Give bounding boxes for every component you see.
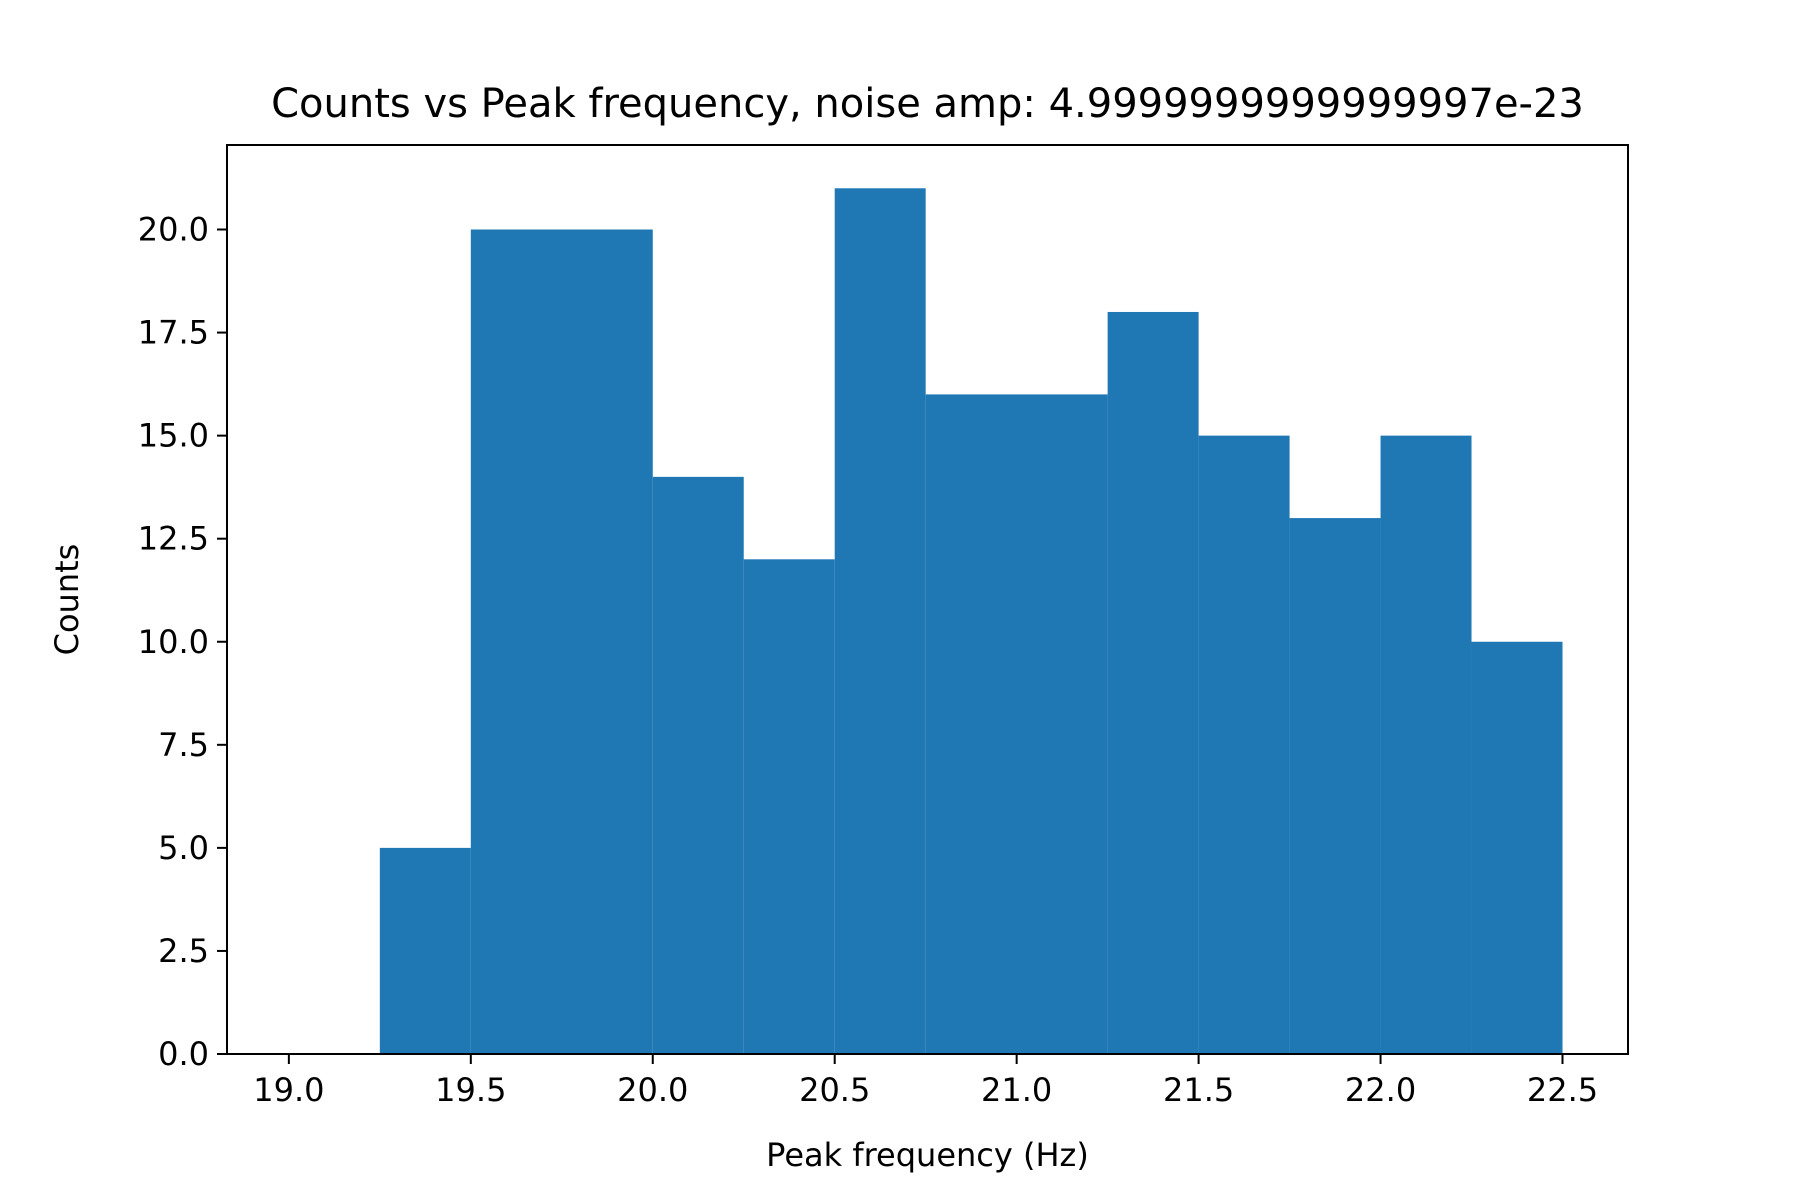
histogram-bar [1107, 311, 1199, 1054]
y-axis-ticks: 0.0 2.5 5.0 7.5 10.0 12.5 15.0 17.5 20.0 [138, 211, 227, 1073]
x-tick-label: 19.0 [253, 1071, 324, 1109]
histogram-bar [652, 476, 744, 1054]
x-tick-label: 20.0 [617, 1071, 688, 1109]
x-tick-label: 22.0 [1345, 1071, 1416, 1109]
bars-group [379, 188, 1563, 1055]
y-tick-label: 15.0 [138, 417, 209, 455]
x-tick-label: 21.5 [1163, 1071, 1234, 1109]
y-tick-label: 17.5 [138, 314, 209, 352]
y-tick-label: 10.0 [138, 623, 209, 661]
y-tick-label: 20.0 [138, 211, 209, 249]
histogram-bar [834, 188, 926, 1055]
x-tick-label: 22.5 [1527, 1071, 1598, 1109]
histogram-bar [1289, 518, 1381, 1054]
x-tick-label: 21.0 [981, 1071, 1052, 1109]
histogram-bar [1198, 435, 1290, 1054]
x-tick-label: 19.5 [435, 1071, 506, 1109]
x-axis-ticks: 19.0 19.5 20.0 20.5 21.0 21.5 22.0 22.5 [253, 1054, 1598, 1109]
plot-frame [226, 144, 1629, 1055]
y-axis-label: Counts [48, 544, 86, 656]
histogram-bar [743, 559, 835, 1054]
y-tick-label: 0.0 [158, 1035, 209, 1073]
histogram-bar [1471, 641, 1563, 1054]
histogram-bar [1380, 435, 1472, 1054]
y-tick-label: 7.5 [158, 726, 209, 764]
y-tick-label: 12.5 [138, 520, 209, 558]
y-tick-label: 2.5 [158, 932, 209, 970]
y-tick-label: 5.0 [158, 829, 209, 867]
chart-title: Counts vs Peak frequency, noise amp: 4.9… [271, 81, 1584, 127]
histogram-bar [470, 229, 653, 1055]
x-axis-label: Peak frequency (Hz) [766, 1136, 1089, 1174]
histogram-bar [925, 394, 1108, 1054]
x-tick-label: 20.5 [799, 1071, 870, 1109]
histogram-bar [379, 847, 471, 1054]
